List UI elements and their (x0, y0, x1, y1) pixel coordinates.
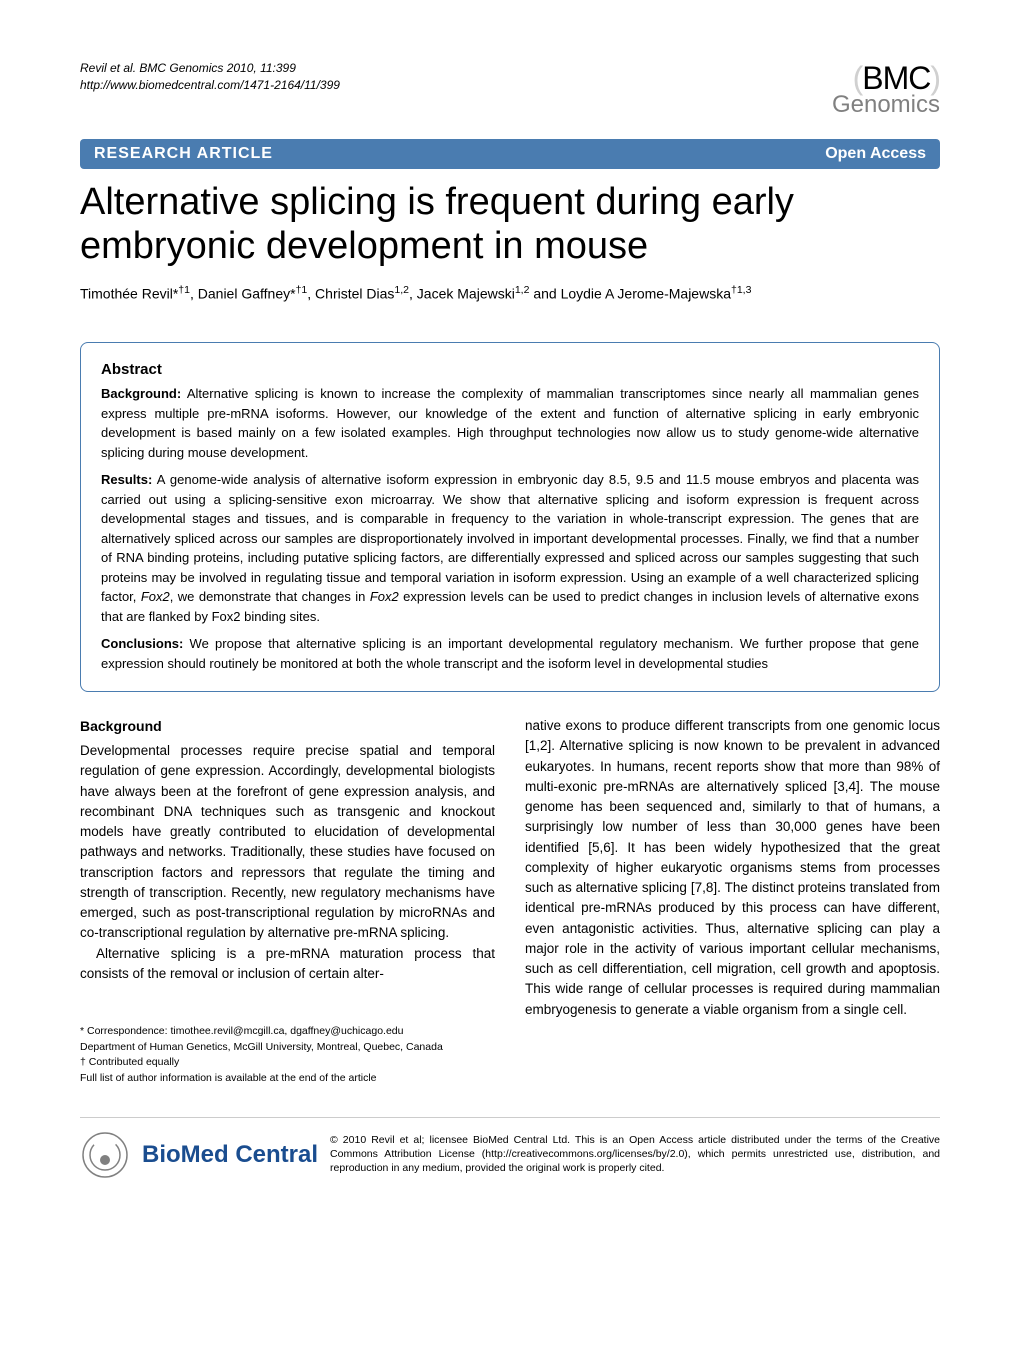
body-para: Developmental processes require precise … (80, 741, 495, 944)
abstract-conclusions-label: Conclusions: (101, 636, 183, 651)
abstract-background: Background: Alternative splicing is know… (101, 384, 919, 462)
department-line: Department of Human Genetics, McGill Uni… (80, 1040, 495, 1055)
background-heading: Background (80, 716, 495, 737)
article-type-bar: RESEARCH ARTICLE Open Access (80, 139, 940, 169)
license-text: © 2010 Revil et al; licensee BioMed Cent… (330, 1134, 940, 1175)
fulllist-line: Full list of author information is avail… (80, 1071, 495, 1086)
biomed-central-logo: BioMed Central (142, 1141, 318, 1169)
abstract-results-text: A genome-wide analysis of alternative is… (101, 472, 919, 624)
contributed-line: † Contributed equally (80, 1055, 495, 1070)
right-column: native exons to produce different transc… (525, 716, 940, 1087)
page-header: Revil et al. BMC Genomics 2010, 11:399 h… (80, 60, 940, 119)
citation-block: Revil et al. BMC Genomics 2010, 11:399 h… (80, 60, 340, 94)
abstract-conclusions-text: We propose that alternative splicing is … (101, 636, 919, 671)
license-row: BioMed Central © 2010 Revil et al; licen… (80, 1117, 940, 1180)
abstract-results-label: Results: (101, 472, 152, 487)
journal-logo: (BMC) Genomics (832, 60, 940, 119)
abstract-conclusions: Conclusions: We propose that alternative… (101, 634, 919, 673)
abstract-box: Abstract Background: Alternative splicin… (80, 342, 940, 692)
article-type-label: RESEARCH ARTICLE (94, 145, 273, 163)
citation-line: Revil et al. BMC Genomics 2010, 11:399 (80, 60, 340, 77)
abstract-heading: Abstract (101, 361, 919, 378)
open-access-label: Open Access (825, 145, 926, 163)
article-title: Alternative splicing is frequent during … (80, 181, 940, 268)
logo-genomics: Genomics (832, 91, 940, 119)
open-access-icon (80, 1130, 130, 1180)
citation-url: http://www.biomedcentral.com/1471-2164/1… (80, 77, 340, 94)
body-para: native exons to produce different transc… (525, 716, 940, 1020)
abstract-background-text: Alternative splicing is known to increas… (101, 386, 919, 460)
abstract-background-label: Background: (101, 386, 181, 401)
body-para: Alternative splicing is a pre-mRNA matur… (80, 944, 495, 985)
author-list: Timothée Revil*†1, Daniel Gaffney*†1, Ch… (80, 284, 940, 302)
abstract-results: Results: A genome-wide analysis of alter… (101, 470, 919, 626)
footnotes: * Correspondence: timothee.revil@mcgill.… (80, 1024, 495, 1086)
left-column: Background Developmental processes requi… (80, 716, 495, 1087)
body-columns: Background Developmental processes requi… (80, 716, 940, 1087)
correspondence-line: * Correspondence: timothee.revil@mcgill.… (80, 1024, 495, 1039)
